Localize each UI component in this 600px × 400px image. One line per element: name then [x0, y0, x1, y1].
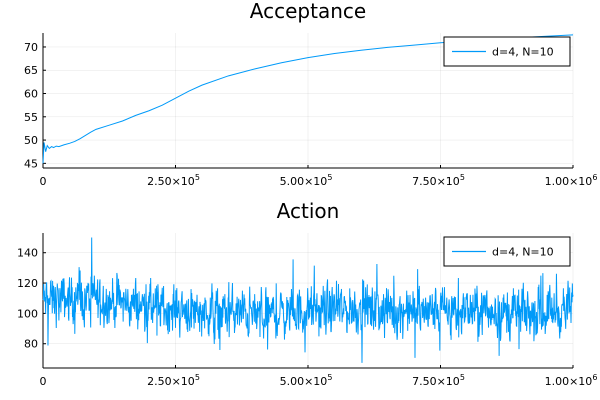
x-tick-label: 0 [40, 375, 47, 388]
chart-title: Acceptance [250, 0, 366, 23]
x-tick-label: 1.00×106 [545, 373, 598, 388]
y-tick-label: 100 [17, 307, 38, 320]
acceptance-chart: Acceptance 0 2.50×105 5.00×105 7.50×105 1.00×… [24, 0, 597, 188]
legend-label: d=4, N=10 [492, 246, 554, 259]
series-line [42, 237, 574, 363]
x-tick-label: 2.50×105 [147, 373, 200, 388]
legend: d=4, N=10 [443, 236, 571, 267]
y-tick-label: 50 [24, 134, 38, 147]
x-tick-label: 7.50×105 [412, 173, 465, 188]
y-tick-label: 120 [17, 277, 38, 290]
y-tick-label: 65 [24, 64, 38, 77]
action-chart: Action 0 2.50×105 5.00×105 7.50×105 1.00×106 8… [17, 199, 597, 388]
y-tick-label: 45 [24, 157, 38, 170]
x-tick-label: 5.00×105 [280, 373, 333, 388]
y-tick-label: 140 [17, 247, 38, 260]
legend-label: d=4, N=10 [492, 46, 554, 59]
x-tick-label: 7.50×105 [412, 373, 465, 388]
legend: d=4, N=10 [443, 36, 571, 67]
chart-title: Action [277, 199, 340, 223]
y-tick-label: 55 [24, 111, 38, 124]
x-tick-label: 5.00×105 [280, 173, 333, 188]
y-tick-label: 60 [24, 88, 38, 101]
x-tick-label: 0 [40, 175, 47, 188]
x-tick-label: 1.00×106 [545, 173, 598, 188]
x-tick-label: 2.50×105 [147, 173, 200, 188]
y-tick-label: 80 [24, 338, 38, 351]
y-tick-label: 70 [24, 41, 38, 54]
series-line [42, 34, 574, 164]
